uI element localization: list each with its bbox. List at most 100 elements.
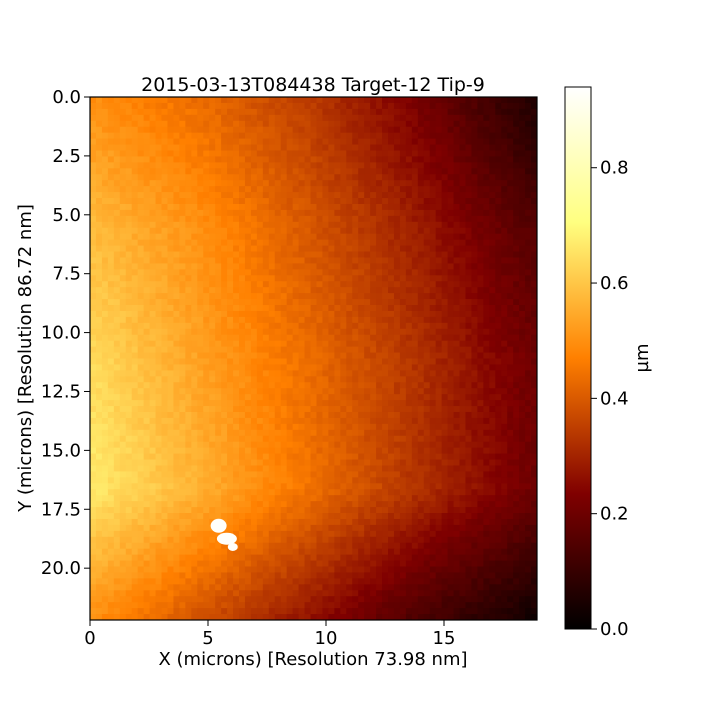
heatmap-cell [519,340,526,348]
heatmap-cell [411,459,419,467]
heatmap-cell [513,429,520,437]
heatmap-cell [143,352,151,360]
heatmap-cell [250,340,258,348]
heatmap-cell [197,471,204,478]
heatmap-cell [155,156,163,163]
heatmap-cell [435,227,443,235]
heatmap-cell [221,180,228,187]
heatmap-cell [143,394,151,401]
heatmap-cell [501,459,508,467]
heatmap-cell [191,417,198,425]
heatmap-cell [471,370,478,377]
heatmap-cell [119,120,127,128]
heatmap-cell [531,102,537,110]
heatmap-cell [477,447,484,455]
heatmap-cell [197,120,204,128]
heatmap-cell [113,198,121,205]
heatmap-cell [107,435,115,443]
heatmap-cell [197,263,204,270]
heatmap-cell [316,114,324,122]
heatmap-cell [298,215,306,223]
heatmap-cell [280,198,288,205]
heatmap-cell [203,287,210,294]
heatmap-cell [417,340,425,348]
heatmap-cell [274,453,282,461]
heatmap-cell [107,483,115,490]
heatmap-cell [197,281,204,288]
heatmap-cell [334,334,341,342]
heatmap-cell [388,192,395,199]
heatmap-cell [483,441,490,449]
heatmap-cell [233,406,240,413]
heatmap-cell [388,245,395,253]
heatmap-cell [113,186,121,193]
heatmap-cell [513,406,520,413]
heatmap-cell [233,144,240,152]
heatmap-cell [370,120,377,128]
heatmap-cell [477,293,484,300]
heatmap-cell [292,144,300,152]
heatmap-cell [429,227,437,235]
heatmap-cell [471,138,478,146]
heatmap-cell [531,287,537,294]
heatmap-cell [483,299,490,306]
heatmap-cell [483,126,490,134]
heatmap-cell [149,245,157,253]
heatmap-cell [459,322,467,330]
heatmap-cell [149,453,157,461]
heatmap-cell [274,334,282,342]
heatmap-cell [453,477,461,484]
heatmap-cell [107,192,115,199]
heatmap-cell [244,198,252,205]
heatmap-cell [310,328,318,336]
heatmap-cell [304,126,312,134]
heatmap-cell [256,322,264,330]
heatmap-cell [239,483,246,490]
heatmap-cell [262,287,270,294]
heatmap-cell [227,203,234,211]
heatmap-cell [531,215,537,223]
heatmap-cell [256,411,264,419]
heatmap-cell [340,471,347,478]
heatmap-cell [495,411,502,419]
heatmap-cell [340,174,347,181]
heatmap-cell [101,245,109,253]
heatmap-cell [388,126,395,134]
heatmap-cell [90,435,97,443]
heatmap-cell [161,174,169,181]
heatmap-cell [233,316,240,324]
heatmap-cell [286,97,294,104]
heatmap-cell [221,174,228,181]
heatmap-cell [101,144,109,152]
heatmap-cell [477,305,484,312]
heatmap-cell [501,394,508,401]
heatmap-cell [274,138,282,146]
heatmap-cell [501,411,508,419]
heatmap-cell [531,162,537,169]
heatmap-cell [393,221,401,229]
heatmap-cell [352,162,359,169]
heatmap-cell [388,441,395,449]
heatmap-cell [525,257,532,265]
heatmap-cell [388,180,395,187]
heatmap-cell [256,233,264,241]
heatmap-cell [489,465,496,473]
heatmap-cell [382,138,389,146]
heatmap-cell [405,483,413,490]
heatmap-cell [507,114,514,122]
heatmap-cell [489,97,496,104]
heatmap-cell [107,293,115,300]
heatmap-cell [399,411,407,419]
heatmap-cell [113,257,121,265]
heatmap-cell [477,322,484,330]
heatmap-cell [465,245,473,253]
heatmap-cell [328,465,335,473]
heatmap-cell [280,221,288,229]
heatmap-cell [447,138,455,146]
heatmap-cell [328,293,335,300]
heatmap-cell [113,221,121,229]
heatmap-cell [519,126,526,134]
heatmap-cell [423,245,431,253]
heatmap-cell [495,209,502,217]
heatmap-cell [286,489,294,496]
